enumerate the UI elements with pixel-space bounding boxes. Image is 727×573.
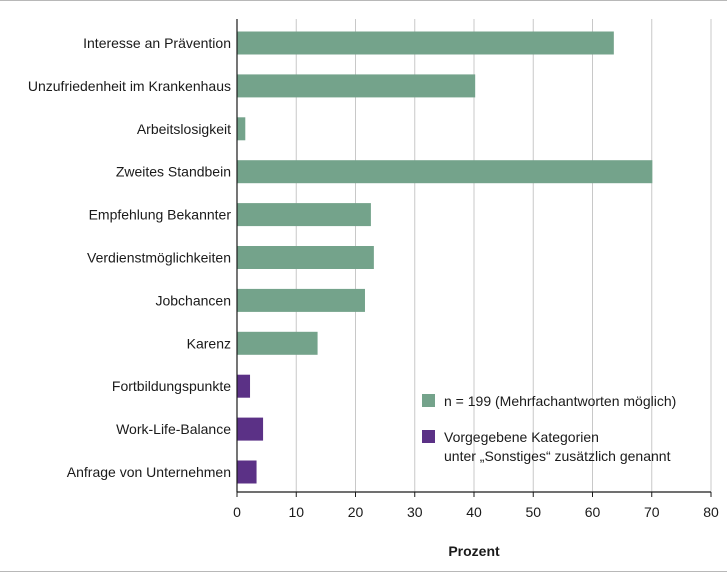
bar	[237, 288, 365, 312]
bar	[237, 160, 653, 184]
bar	[237, 74, 476, 98]
legend: n = 199 (Mehrfachantworten möglich) Vorg…	[422, 393, 676, 464]
bar	[237, 374, 251, 398]
bar	[237, 460, 257, 484]
x-tick-label: 60	[585, 504, 601, 520]
legend-label-other-line2: unter „Sonstiges“ zusätzlich genannt	[444, 448, 671, 464]
legend-swatch-other	[422, 430, 435, 443]
gridlines	[295, 19, 712, 492]
bar	[237, 246, 374, 269]
legend-swatch-survey	[422, 394, 435, 407]
x-tick-label: 20	[348, 504, 364, 520]
category-label: Karenz	[187, 335, 231, 351]
legend-label-survey: n = 199 (Mehrfachantworten möglich)	[444, 393, 676, 409]
bar	[237, 203, 371, 227]
legend-label-other-line1: Vorgegebene Kategorien	[444, 429, 599, 445]
x-tick-label: 70	[644, 504, 660, 520]
category-label: Fortbildungspunkte	[112, 378, 231, 394]
x-tick-label: 10	[288, 504, 304, 520]
bar	[237, 31, 614, 55]
category-label: Empfehlung Bekannter	[89, 207, 232, 223]
x-axis: 0 10 20 30 40 50 60 70 80	[233, 19, 719, 520]
category-label: Arbeitslosigkeit	[137, 121, 231, 137]
category-label: Interesse an Prävention	[83, 35, 231, 51]
category-label: Zweites Standbein	[116, 164, 231, 180]
category-label: Work-Life-Balance	[116, 421, 231, 437]
x-tick-label: 50	[525, 504, 541, 520]
bar	[237, 417, 264, 441]
category-label: Verdienstmöglichkeiten	[87, 250, 231, 266]
bar	[237, 117, 246, 141]
x-axis-title: Prozent	[448, 543, 500, 559]
x-tick-label: 80	[703, 504, 719, 520]
category-label: Jobchancen	[155, 292, 231, 308]
category-labels: Interesse an Prävention Unzufriedenheit i…	[28, 35, 231, 480]
x-tick-label: 0	[233, 504, 241, 520]
bars	[237, 31, 653, 484]
bar	[237, 331, 318, 355]
category-label: Unzufriedenheit im Krankenhaus	[28, 78, 231, 94]
x-tick-label: 30	[407, 504, 423, 520]
category-label: Anfrage von Unternehmen	[67, 464, 231, 480]
x-tick-label: 40	[466, 504, 482, 520]
